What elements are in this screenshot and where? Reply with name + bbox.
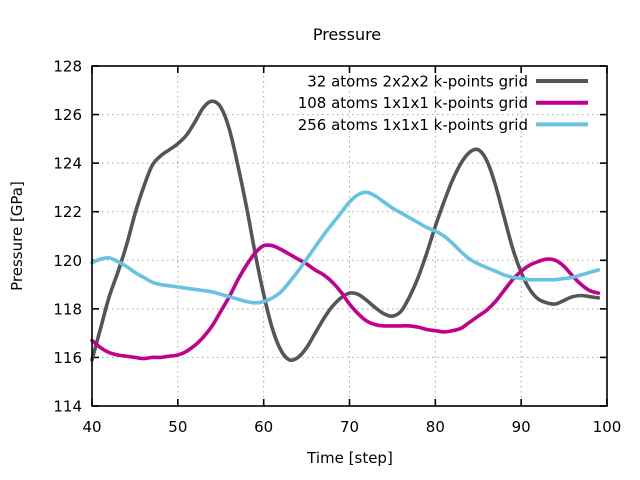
x-tick-labels: 40 50 60 70 80 90 100 xyxy=(82,418,621,436)
chart-title: Pressure xyxy=(313,25,381,44)
y-tick-label-118: 118 xyxy=(53,300,82,318)
series-line-1 xyxy=(90,243,601,361)
x-tick-label-70: 70 xyxy=(340,418,359,436)
x-tick-label-80: 80 xyxy=(426,418,445,436)
x-tick-label-60: 60 xyxy=(254,418,273,436)
y-tick-label-126: 126 xyxy=(53,106,82,124)
legend-item-0: 32 atoms 2x2x2 k-points grid xyxy=(307,73,588,91)
y-tick-label-124: 124 xyxy=(53,155,82,173)
y-tick-label-116: 116 xyxy=(53,349,82,367)
legend-item-2: 256 atoms 1x1x1 k-points grid xyxy=(298,116,588,134)
y-axis-label: Pressure [GPa] xyxy=(8,181,26,291)
gridlines xyxy=(92,66,607,406)
y-tick-label-128: 128 xyxy=(53,58,82,76)
series-line-0 xyxy=(90,99,601,363)
y-tick-labels: 114 116 118 120 122 124 126 128 xyxy=(53,58,82,416)
legend: 32 atoms 2x2x2 k-points grid 108 atoms 1x… xyxy=(298,73,588,134)
plot-border xyxy=(91,65,608,407)
x-tick-label-40: 40 xyxy=(82,418,101,436)
y-tick-label-114: 114 xyxy=(53,398,82,416)
series-lines xyxy=(90,99,601,363)
legend-item-1: 108 atoms 1x1x1 k-points grid xyxy=(298,94,588,112)
y-tick-label-120: 120 xyxy=(53,252,82,270)
legend-label-0: 32 atoms 2x2x2 k-points grid xyxy=(307,73,528,91)
x-tick-label-50: 50 xyxy=(168,418,187,436)
x-tick-label-100: 100 xyxy=(593,418,622,436)
x-axis-label: Time [step] xyxy=(306,449,393,467)
legend-label-1: 108 atoms 1x1x1 k-points grid xyxy=(298,94,528,112)
series-line-2 xyxy=(90,190,601,305)
x-tick-label-90: 90 xyxy=(512,418,531,436)
legend-label-2: 256 atoms 1x1x1 k-points grid xyxy=(298,116,528,134)
y-tick-label-122: 122 xyxy=(53,203,82,221)
